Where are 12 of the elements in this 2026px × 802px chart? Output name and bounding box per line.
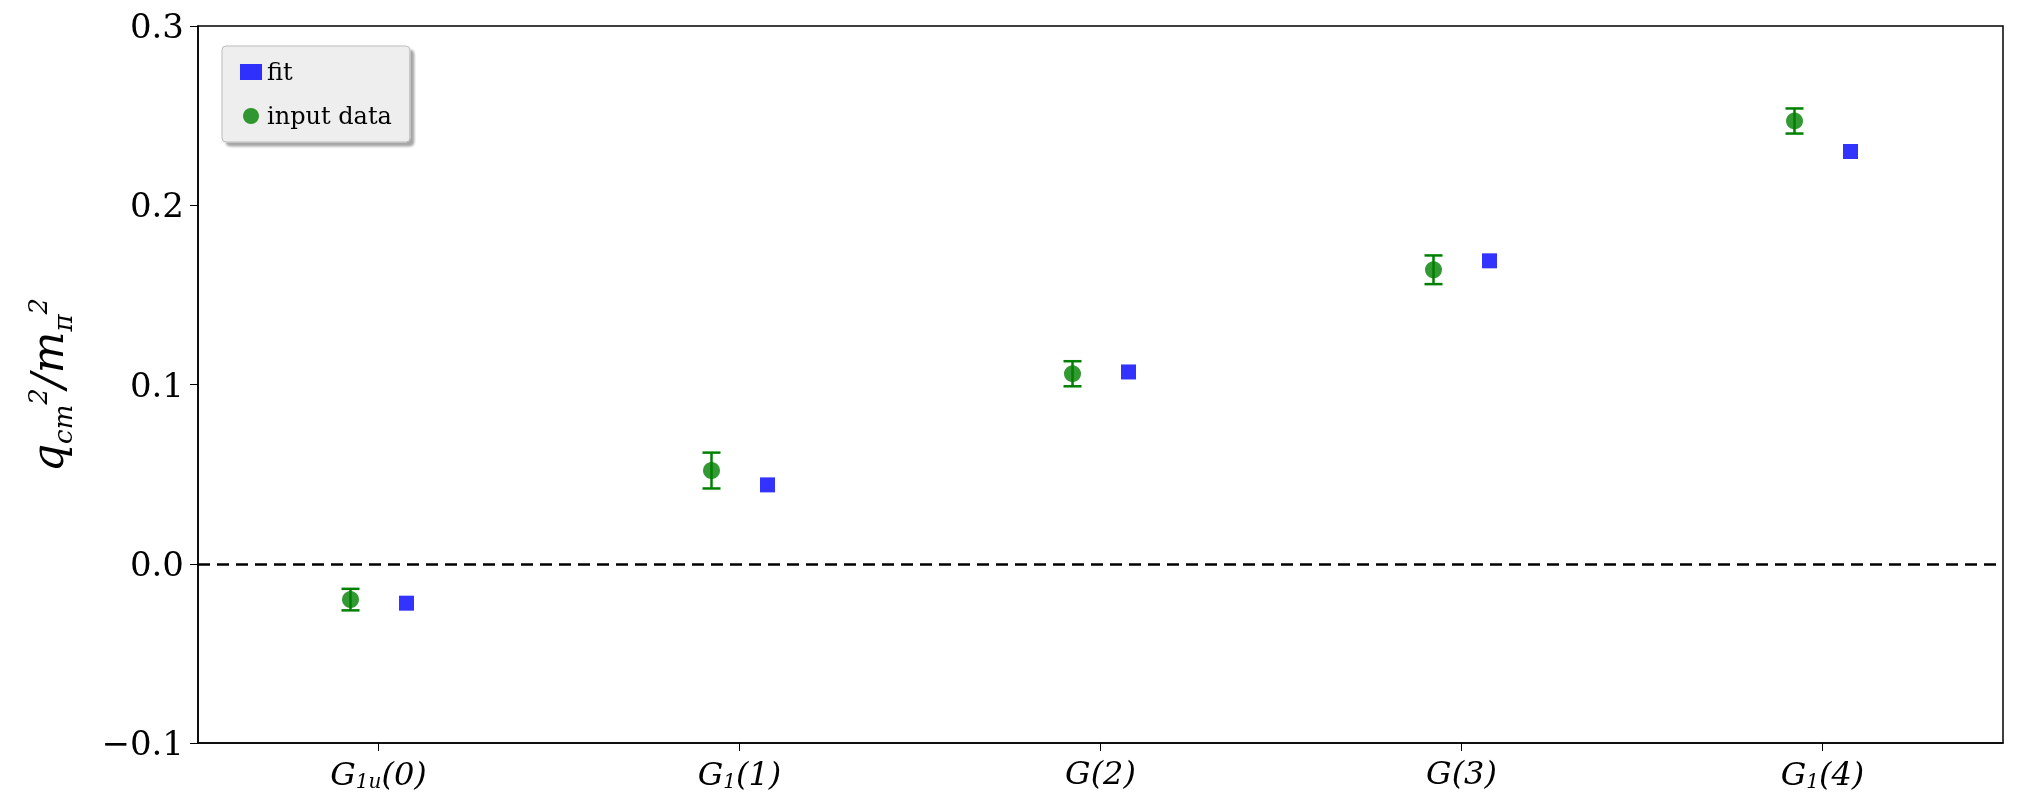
y-tick-label: 0.1: [129, 364, 184, 405]
y-tick-label: 0.2: [129, 185, 184, 226]
y-tick-label: 0.0: [129, 543, 184, 584]
legend-label: input data: [267, 102, 392, 130]
x-tick-label: G(3): [1426, 754, 1497, 792]
legend-label: fit: [267, 58, 294, 86]
y-tick-label: 0.3: [129, 6, 184, 46]
x-tick-label: G1u(0): [330, 755, 427, 793]
x-tick-label: G1(4): [1780, 755, 1865, 793]
y-tick-label: −0.1: [101, 723, 184, 763]
x-tick-label: G1(1): [697, 755, 782, 793]
x-tick-label: G(2): [1065, 754, 1136, 792]
